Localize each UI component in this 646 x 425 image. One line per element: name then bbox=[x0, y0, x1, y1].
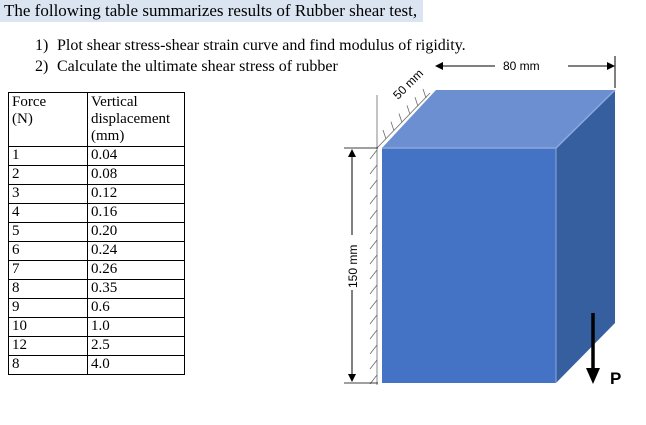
problem-heading: The following table summarizes results o… bbox=[0, 0, 424, 22]
task-2: 2) Calculate the ultimate shear stress of… bbox=[35, 57, 338, 77]
hatch-stroke bbox=[369, 374, 378, 385]
hatch-stroke bbox=[369, 149, 378, 160]
block-front-face bbox=[382, 148, 556, 383]
hatch-stroke bbox=[390, 121, 395, 131]
force-cell: 8 bbox=[8, 355, 88, 375]
hatch-stroke bbox=[422, 88, 427, 99]
hatch-stroke bbox=[406, 105, 411, 115]
hatch-stroke bbox=[369, 359, 378, 370]
table-row: 6 0.24 bbox=[8, 241, 185, 261]
table-row: 4 0.16 bbox=[8, 203, 185, 223]
depth-dimension-label: 50 mm bbox=[390, 66, 426, 102]
hatch-stroke bbox=[369, 344, 378, 355]
load-label: P bbox=[610, 369, 621, 388]
table-row: 3 0.12 bbox=[8, 184, 185, 204]
force-cell: 12 bbox=[8, 336, 88, 356]
hatch-stroke bbox=[369, 269, 378, 280]
height-dimension-label: 150 mm bbox=[346, 245, 360, 288]
hatch-stroke bbox=[369, 314, 378, 325]
task-1-text: Plot shear stress-shear strain curve and… bbox=[57, 37, 466, 54]
hatch-stroke bbox=[398, 113, 403, 123]
displacement-cell: 4.0 bbox=[87, 355, 185, 375]
wall-hatch-diagonal bbox=[382, 88, 427, 140]
force-column-header: Force (N) bbox=[8, 92, 88, 147]
block-top-face bbox=[382, 90, 615, 148]
table-body: 1 0.04 2 0.08 3 0.12 4 0.16 5 0.20 6 0.24 7 0.26 8 0.35… bbox=[8, 146, 185, 375]
load-arrow-icon bbox=[586, 368, 600, 384]
hatch-stroke bbox=[369, 299, 378, 310]
displacement-header-unit: (mm) bbox=[91, 128, 125, 144]
table-row: 8 4.0 bbox=[8, 355, 185, 375]
hatch-stroke bbox=[369, 284, 378, 295]
hatch-stroke bbox=[369, 194, 378, 205]
task-2-text: Calculate the ultimate shear stress of r… bbox=[57, 58, 338, 75]
table-header-row: Force (N) Vertical displacement (mm) bbox=[8, 92, 185, 147]
displacement-cell: 0.12 bbox=[87, 184, 185, 204]
hatch-stroke bbox=[369, 179, 378, 190]
displacement-header-line-1: Vertical bbox=[91, 94, 138, 110]
table-row: 5 0.20 bbox=[8, 222, 185, 242]
displacement-column-header: Vertical displacement (mm) bbox=[87, 92, 185, 147]
wall-diagonal-edge bbox=[376, 92, 431, 149]
force-header-line: Force bbox=[12, 94, 47, 110]
displacement-cell: 0.16 bbox=[87, 203, 185, 223]
block-side-face bbox=[556, 90, 615, 383]
fixed-wall-hatching bbox=[369, 88, 431, 385]
task-1: 1) Plot shear stress-shear strain curve a… bbox=[35, 36, 466, 56]
hatch-stroke bbox=[369, 239, 378, 250]
force-cell: 10 bbox=[8, 317, 88, 337]
table-row: 1 0.04 bbox=[8, 146, 185, 166]
displacement-cell: 0.35 bbox=[87, 279, 185, 299]
hatch-stroke bbox=[369, 329, 378, 340]
hatch-stroke bbox=[382, 129, 387, 140]
hatch-stroke bbox=[369, 209, 378, 220]
force-header-unit: (N) bbox=[12, 111, 33, 127]
displacement-header-line-2: displacement bbox=[91, 111, 171, 127]
task-2-number: 2) bbox=[35, 58, 49, 75]
results-table: Force (N) Vertical displacement (mm) 1 0.… bbox=[8, 92, 185, 375]
hatch-stroke bbox=[369, 164, 378, 175]
hatch-stroke bbox=[369, 254, 378, 265]
width-dimension-label: 80 mm bbox=[503, 59, 540, 73]
table-row: 12 2.5 bbox=[8, 336, 185, 356]
wall-hatch-vertical bbox=[369, 149, 378, 385]
hatch-stroke bbox=[414, 97, 419, 107]
hatch-stroke bbox=[369, 224, 378, 235]
table-row: 2 0.08 bbox=[8, 165, 185, 185]
task-1-number: 1) bbox=[35, 37, 49, 54]
